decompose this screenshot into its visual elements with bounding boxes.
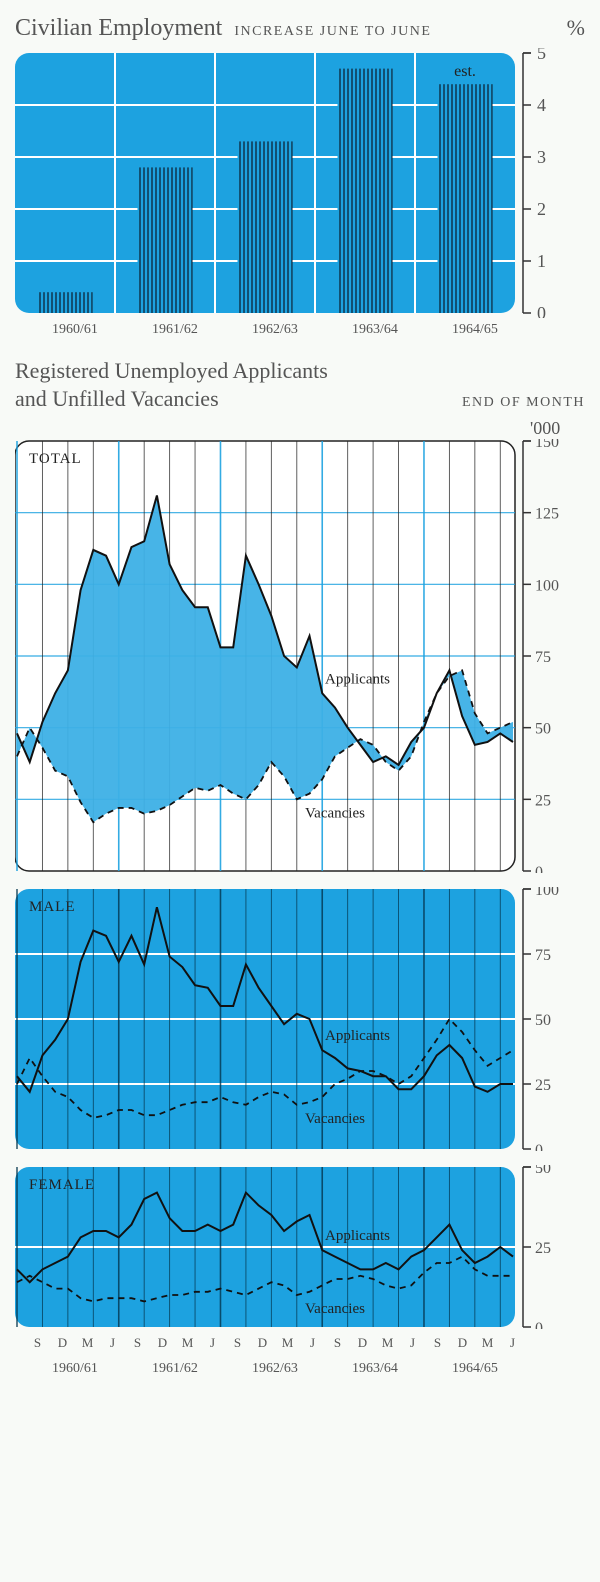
svg-text:Applicants: Applicants xyxy=(325,1028,390,1044)
svg-text:5: 5 xyxy=(537,48,546,63)
bar-title: Civilian Employment xyxy=(15,15,222,42)
bar-chart-svg: est. 0 1 2 3 4 5 xyxy=(15,48,585,318)
line-unit: '000 xyxy=(530,418,585,439)
bar-unit: % xyxy=(545,15,585,41)
svg-text:3: 3 xyxy=(537,147,546,167)
svg-text:100: 100 xyxy=(535,887,559,899)
line-title2: and Unfilled Vacancies xyxy=(15,386,219,412)
svg-text:Applicants: Applicants xyxy=(325,1228,390,1244)
svg-text:0: 0 xyxy=(537,303,546,318)
svg-text:Applicants: Applicants xyxy=(325,671,390,687)
svg-text:est.: est. xyxy=(454,63,476,80)
civilian-employment-chart: Civilian Employment INCREASE JUNE TO JUN… xyxy=(15,15,585,338)
svg-text:0: 0 xyxy=(535,1320,543,1329)
svg-text:1: 1 xyxy=(537,251,546,271)
svg-text:FEMALE: FEMALE xyxy=(29,1177,95,1193)
line-title1: Registered Unemployed Applicants xyxy=(15,358,585,384)
svg-text:50: 50 xyxy=(535,721,551,738)
svg-text:100: 100 xyxy=(535,577,559,594)
svg-text:25: 25 xyxy=(535,792,551,809)
bar-x-labels: 1960/611961/621962/631963/641964/65 xyxy=(15,322,585,338)
unemployed-title-block: Registered Unemployed Applicants and Unf… xyxy=(15,358,585,412)
svg-text:0: 0 xyxy=(535,1142,543,1151)
svg-text:Vacancies: Vacancies xyxy=(305,1111,365,1127)
svg-text:125: 125 xyxy=(535,506,559,523)
svg-text:75: 75 xyxy=(535,947,551,964)
line-subtitle: END OF MONTH xyxy=(462,395,585,411)
male-panel: MALE Applicants Vacancies 0 25 50 75 100 xyxy=(15,887,585,1151)
svg-text:MALE: MALE xyxy=(29,899,76,915)
years-axis: 1960/611961/621962/631963/641964/65 xyxy=(15,1361,585,1377)
svg-text:25: 25 xyxy=(535,1077,551,1094)
svg-text:4: 4 xyxy=(537,95,546,115)
svg-text:50: 50 xyxy=(535,1012,551,1029)
svg-text:Vacancies: Vacancies xyxy=(305,1301,365,1317)
bar-subtitle: INCREASE JUNE TO JUNE xyxy=(234,24,431,40)
total-panel: TOTAL Applicants Vacancies 0 25 50 75 100 125 150 xyxy=(15,439,585,873)
svg-text:25: 25 xyxy=(535,1240,551,1257)
svg-text:50: 50 xyxy=(535,1165,551,1177)
svg-text:0: 0 xyxy=(535,864,543,873)
svg-text:2: 2 xyxy=(537,199,546,219)
svg-text:75: 75 xyxy=(535,649,551,666)
svg-text:TOTAL: TOTAL xyxy=(29,451,82,467)
months-axis: SDMJSDMJSDMJSDMJSDMJ xyxy=(15,1335,585,1351)
svg-text:Vacancies: Vacancies xyxy=(305,805,365,821)
female-panel: FEMALE Applicants Vacancies 0 25 50 xyxy=(15,1165,585,1329)
svg-text:150: 150 xyxy=(535,439,559,451)
